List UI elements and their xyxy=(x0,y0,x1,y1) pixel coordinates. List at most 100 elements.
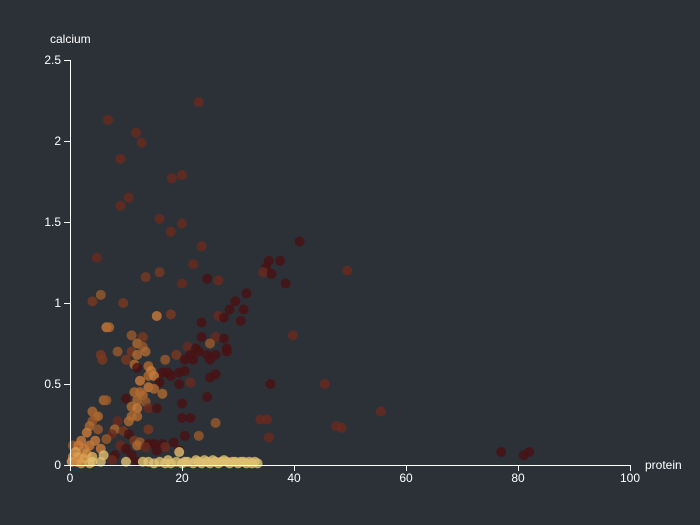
scatter-point xyxy=(213,275,224,286)
scatter-point xyxy=(210,332,221,343)
scatter-point xyxy=(131,127,142,138)
scatter-point xyxy=(126,450,137,461)
scatter-point xyxy=(160,354,171,365)
scatter-point xyxy=(196,241,207,252)
y-tick-label: 1 xyxy=(54,296,61,310)
scatter-point xyxy=(202,273,213,284)
scatter-point xyxy=(160,442,171,453)
scatter-point xyxy=(157,388,168,399)
scatter-point xyxy=(177,170,187,181)
scatter-point xyxy=(205,372,215,383)
scatter-point xyxy=(151,445,162,456)
scatter-point xyxy=(336,422,347,433)
scatter-point xyxy=(205,338,215,349)
scatter-point xyxy=(132,349,143,360)
scatter-point xyxy=(202,391,213,402)
scatter-point xyxy=(154,267,165,278)
scatter-point xyxy=(188,354,199,365)
scatter-point xyxy=(174,379,185,389)
scatter-point xyxy=(165,370,176,381)
scatter-point xyxy=(87,296,98,307)
y-tick-label: 1.5 xyxy=(44,215,61,229)
x-tick-label: 100 xyxy=(620,471,640,485)
scatter-point xyxy=(168,437,179,448)
scatter-point xyxy=(151,403,162,414)
scatter-point xyxy=(87,456,98,467)
scatter-point xyxy=(95,456,106,467)
scatter-point xyxy=(143,403,154,414)
scatter-point xyxy=(221,346,232,357)
scatter-point xyxy=(137,332,148,343)
scatter-point xyxy=(179,354,190,365)
scatter-point xyxy=(196,332,207,343)
scatter-point xyxy=(177,398,187,409)
axes: 0 20 40 60 80 100 0 0.5 1 1.5 2 2.5 calcium protei… xyxy=(44,32,681,485)
scatter-point xyxy=(262,414,273,425)
scatter-point xyxy=(112,346,123,357)
scatter-point xyxy=(118,298,129,308)
scatter-point xyxy=(188,259,199,270)
scatter-point xyxy=(154,213,165,224)
scatter-point xyxy=(143,424,154,435)
scatter-point xyxy=(165,309,176,320)
scatter-point xyxy=(224,304,235,315)
scatter-point xyxy=(193,97,204,108)
scatter-point xyxy=(140,442,151,453)
scatter-point xyxy=(126,330,137,341)
scatter-point xyxy=(219,312,229,323)
scatter-point xyxy=(185,377,196,388)
scatter-point xyxy=(174,447,185,458)
scatter-point xyxy=(252,458,263,469)
x-tick-label: 20 xyxy=(175,471,189,485)
scatter-point xyxy=(140,272,151,283)
scatter-point xyxy=(179,430,190,441)
x-axis-title: protein xyxy=(645,458,682,472)
scatter-point xyxy=(193,346,204,357)
x-tick-label: 40 xyxy=(287,471,301,485)
scatter-point xyxy=(132,362,143,373)
scatter-point xyxy=(149,383,159,394)
scatter-point xyxy=(238,304,249,315)
scatter-point xyxy=(95,289,106,300)
scatter-point xyxy=(132,440,143,451)
scatter-point xyxy=(205,354,215,365)
scatter-point xyxy=(121,443,131,454)
scatter-point xyxy=(266,268,277,279)
scatter-point xyxy=(132,411,143,422)
scatter-point xyxy=(121,456,131,467)
scatter-point xyxy=(177,218,187,229)
scatter-point xyxy=(101,434,112,445)
scatter-point xyxy=(123,416,134,427)
scatter-point xyxy=(107,455,117,466)
scatter-point xyxy=(241,288,252,299)
scatter-point xyxy=(319,379,330,389)
scatter-point xyxy=(342,265,353,276)
x-axis-ticks: 0 20 40 60 80 100 xyxy=(67,465,640,485)
scatter-point xyxy=(265,379,276,389)
scatter-point xyxy=(496,447,507,458)
scatter-point xyxy=(132,403,143,414)
scatter-point xyxy=(177,278,187,289)
scatter-point xyxy=(115,200,126,211)
scatter-point xyxy=(115,153,126,164)
scatter-point xyxy=(121,393,131,404)
scatter-point xyxy=(219,333,229,344)
scatter-point xyxy=(287,330,298,341)
data-points xyxy=(66,97,535,469)
scatter-point xyxy=(182,341,193,352)
scatter-point xyxy=(81,427,92,438)
y-tick-label: 0.5 xyxy=(44,377,61,391)
scatter-point xyxy=(171,349,182,360)
scatter-point xyxy=(104,322,115,333)
scatter-point xyxy=(179,366,190,377)
scatter-point xyxy=(177,413,187,424)
y-tick-label: 2.5 xyxy=(44,53,61,67)
scatter-point xyxy=(210,417,221,428)
scatter-point xyxy=(140,346,151,357)
scatter-point xyxy=(154,377,165,388)
scatter-point xyxy=(123,192,134,203)
scatter-point xyxy=(151,310,162,321)
scatter-point xyxy=(149,370,159,381)
scatter-point xyxy=(185,413,196,424)
scatter-point xyxy=(375,406,386,417)
